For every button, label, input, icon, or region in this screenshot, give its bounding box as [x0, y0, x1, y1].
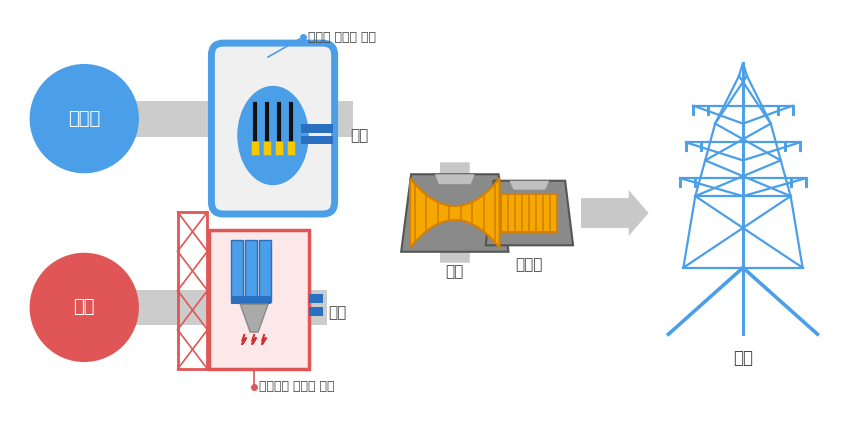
- Text: 원자력: 원자력: [68, 110, 101, 128]
- Bar: [178, 212, 207, 369]
- Polygon shape: [410, 178, 500, 248]
- Bar: [309, 295, 322, 304]
- Bar: [210, 230, 309, 369]
- Text: 증기: 증기: [351, 128, 369, 143]
- Bar: [84, 101, 353, 136]
- Polygon shape: [509, 181, 550, 190]
- Bar: [301, 123, 333, 132]
- Bar: [486, 208, 500, 218]
- Text: 발전기: 발전기: [516, 257, 543, 272]
- Bar: [275, 141, 283, 155]
- FancyBboxPatch shape: [212, 43, 335, 214]
- Bar: [501, 194, 557, 232]
- Ellipse shape: [29, 253, 139, 362]
- Text: 화력: 화력: [73, 298, 95, 316]
- Ellipse shape: [237, 86, 309, 185]
- Text: 핵분열 에너지 사용: 핵분열 에너지 사용: [308, 31, 376, 44]
- Polygon shape: [486, 181, 573, 245]
- Bar: [287, 141, 295, 155]
- Text: 화석연료 에너지 사용: 화석연료 에너지 사용: [259, 381, 335, 393]
- Bar: [301, 135, 333, 144]
- Bar: [259, 240, 271, 302]
- Polygon shape: [240, 304, 268, 332]
- Text: 터빈: 터빈: [445, 264, 464, 279]
- Polygon shape: [401, 174, 508, 252]
- Bar: [231, 296, 271, 304]
- Bar: [245, 240, 257, 302]
- Bar: [84, 289, 327, 325]
- Polygon shape: [432, 232, 477, 263]
- Bar: [309, 307, 322, 316]
- Bar: [263, 141, 271, 155]
- Text: 증기: 증기: [329, 305, 347, 320]
- Bar: [251, 141, 259, 155]
- Polygon shape: [435, 174, 475, 184]
- Polygon shape: [581, 190, 648, 236]
- Polygon shape: [432, 163, 477, 193]
- Ellipse shape: [29, 64, 139, 173]
- Text: 송전: 송전: [733, 349, 753, 367]
- Bar: [231, 240, 243, 302]
